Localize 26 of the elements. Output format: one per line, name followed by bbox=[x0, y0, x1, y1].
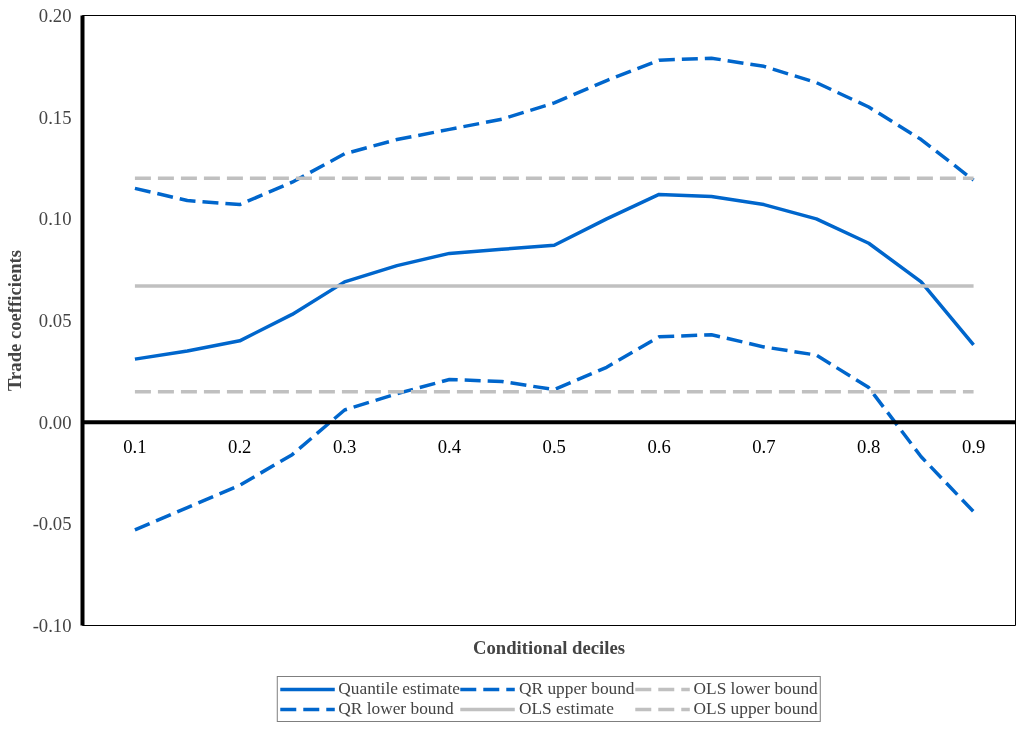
y-axis-title: Trade coefficients bbox=[3, 249, 25, 392]
legend-label: OLS upper bound bbox=[693, 699, 818, 719]
y-tick-label: 0.00 bbox=[38, 411, 72, 433]
x-tick-label: 0.3 bbox=[332, 436, 357, 458]
y-tick-label: -0.10 bbox=[32, 615, 72, 636]
legend-label: OLS estimate bbox=[519, 699, 614, 719]
x-tick-label: 0.6 bbox=[647, 436, 671, 458]
legend-label: OLS lower bound bbox=[693, 679, 818, 699]
x-tick-label: 0.2 bbox=[228, 436, 252, 458]
legend-label: QR upper bound bbox=[519, 679, 635, 699]
y-tick-label: 0.15 bbox=[38, 106, 72, 128]
y-tick-label: 0.10 bbox=[38, 208, 72, 230]
legend-label: Quantile estimate bbox=[338, 679, 461, 699]
x-tick-label: 0.1 bbox=[123, 436, 147, 458]
legend-label: QR lower bound bbox=[338, 699, 454, 719]
y-tick-label: 0.05 bbox=[38, 310, 72, 331]
line-series bbox=[133, 56, 976, 207]
x-axis-title: Conditional deciles bbox=[473, 636, 625, 658]
x-tick-label: 0.9 bbox=[961, 436, 986, 458]
x-tick-label: 0.8 bbox=[857, 436, 881, 458]
x-tick-label: 0.4 bbox=[437, 436, 462, 458]
line-series bbox=[133, 192, 976, 361]
y-tick-label: 0.20 bbox=[38, 5, 72, 26]
x-tick-label: 0.7 bbox=[752, 436, 776, 458]
y-tick-label: -0.05 bbox=[32, 513, 72, 535]
x-tick-label: 0.5 bbox=[542, 436, 566, 458]
